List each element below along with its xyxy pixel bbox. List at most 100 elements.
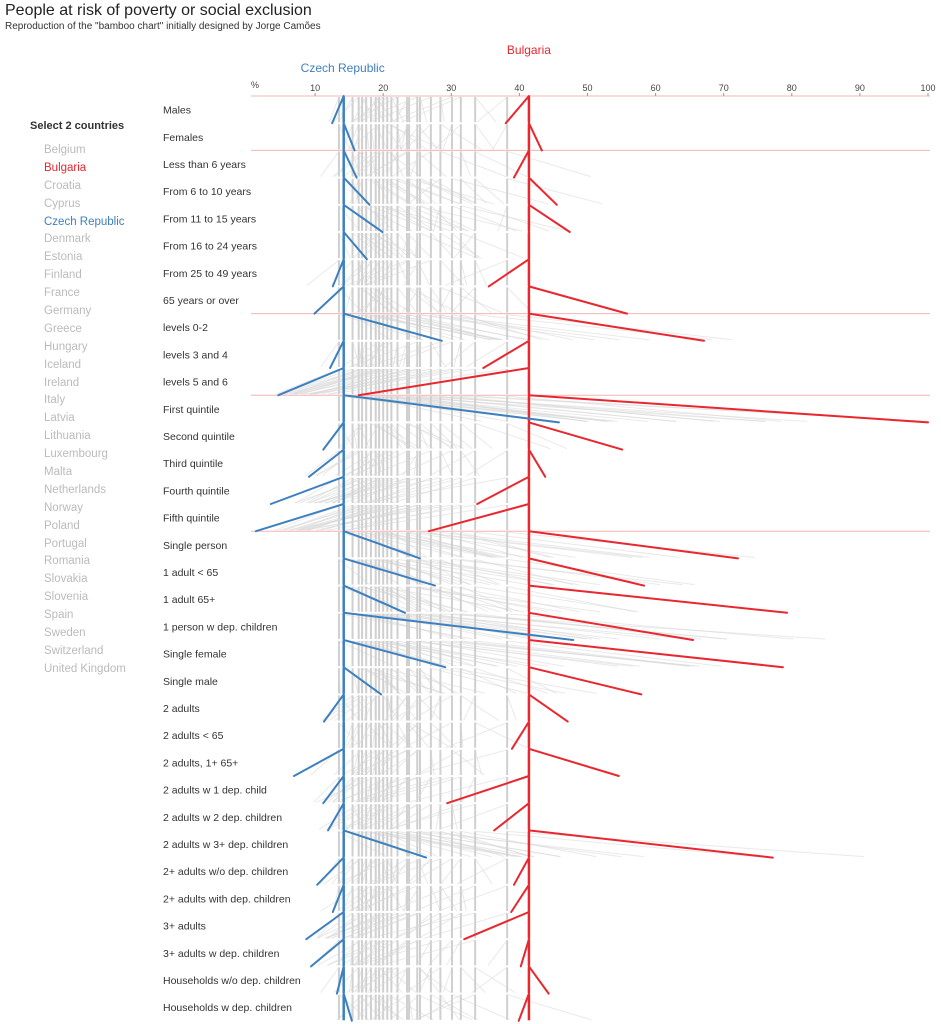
other-country-spoke bbox=[440, 994, 460, 1021]
other-country-spoke bbox=[279, 504, 367, 531]
other-country-spoke bbox=[338, 695, 360, 721]
country-option-poland[interactable]: Poland bbox=[44, 519, 80, 532]
other-country-spoke bbox=[367, 967, 377, 993]
other-country-spoke bbox=[507, 558, 695, 586]
country-option-sweden[interactable]: Sweden bbox=[44, 627, 86, 640]
other-country-spoke bbox=[352, 668, 359, 694]
other-country-spoke bbox=[377, 205, 392, 232]
other-country-spoke bbox=[497, 205, 508, 232]
other-country-spoke bbox=[411, 694, 453, 722]
other-country-spoke bbox=[403, 885, 421, 912]
other-country-spoke bbox=[373, 776, 380, 803]
country-selector-heading: Select 2 countries bbox=[30, 120, 125, 132]
country-option-belgium[interactable]: Belgium bbox=[44, 144, 86, 156]
bulgaria-value-spoke bbox=[427, 503, 530, 533]
other-country-spoke bbox=[404, 123, 432, 150]
bulgaria-value-spoke bbox=[512, 149, 530, 179]
other-country-spoke bbox=[340, 341, 380, 368]
row-label: First quintile bbox=[163, 404, 220, 416]
country-option-united-kingdom[interactable]: United Kingdom bbox=[44, 662, 126, 675]
country-option-malta[interactable]: Malta bbox=[44, 466, 73, 479]
other-country-spoke bbox=[352, 232, 380, 259]
other-country-spoke bbox=[357, 259, 372, 286]
country-option-portugal[interactable]: Portugal bbox=[44, 537, 87, 550]
country-option-romania[interactable]: Romania bbox=[44, 555, 91, 568]
other-country-spoke bbox=[474, 667, 548, 694]
country-option-netherlands[interactable]: Netherlands bbox=[44, 483, 107, 496]
other-country-spoke bbox=[396, 994, 399, 1020]
other-country-spoke bbox=[340, 259, 367, 286]
other-country-spoke bbox=[397, 422, 434, 450]
country-option-lithuania[interactable]: Lithuania bbox=[44, 430, 91, 443]
other-country-spoke bbox=[387, 803, 476, 830]
other-country-spoke bbox=[433, 205, 441, 232]
row-label: From 25 to 49 years bbox=[163, 268, 257, 280]
country-option-france[interactable]: France bbox=[44, 287, 80, 300]
country-option-estonia[interactable]: Estonia bbox=[44, 251, 83, 264]
other-country-spoke bbox=[451, 178, 549, 205]
country-option-finland[interactable]: Finland bbox=[44, 269, 82, 282]
bulgaria-value-spoke bbox=[527, 557, 646, 587]
other-country-spoke bbox=[383, 668, 388, 694]
country-option-switzerland[interactable]: Switzerland bbox=[44, 644, 104, 657]
country-option-slovakia[interactable]: Slovakia bbox=[44, 573, 88, 586]
country-option-spain[interactable]: Spain bbox=[44, 609, 74, 622]
other-country-spoke bbox=[345, 259, 408, 286]
other-country-spoke bbox=[381, 341, 453, 368]
country-option-italy[interactable]: Italy bbox=[44, 394, 66, 407]
country-option-slovenia[interactable]: Slovenia bbox=[44, 591, 89, 604]
czech-republic-value-spoke bbox=[269, 475, 345, 505]
other-country-spoke bbox=[474, 205, 550, 232]
other-country-spoke bbox=[471, 966, 508, 994]
other-country-spoke bbox=[389, 232, 392, 259]
other-country-spoke bbox=[338, 423, 355, 449]
other-country-spoke bbox=[320, 341, 340, 368]
country-option-germany[interactable]: Germany bbox=[44, 305, 92, 318]
other-country-spoke bbox=[350, 749, 410, 776]
country-option-cyprus[interactable]: Cyprus bbox=[44, 197, 81, 210]
country-option-croatia[interactable]: Croatia bbox=[44, 179, 82, 192]
bulgaria-value-spoke bbox=[527, 285, 628, 315]
other-country-spoke bbox=[322, 776, 363, 803]
country-option-denmark[interactable]: Denmark bbox=[44, 233, 91, 246]
czech-republic-value-spoke bbox=[313, 285, 345, 315]
other-country-spoke bbox=[351, 912, 418, 939]
country-option-czech-republic[interactable]: Czech Republic bbox=[44, 215, 125, 228]
other-country-spoke bbox=[507, 640, 722, 667]
country-option-bulgaria[interactable]: Bulgaria bbox=[44, 161, 87, 174]
other-country-spoke bbox=[418, 967, 432, 993]
other-country-spoke bbox=[342, 885, 380, 912]
other-country-spoke bbox=[507, 395, 782, 422]
other-country-spoke bbox=[320, 967, 340, 993]
country-option-greece[interactable]: Greece bbox=[44, 322, 82, 335]
country-option-latvia[interactable]: Latvia bbox=[44, 412, 75, 425]
other-country-spoke bbox=[357, 722, 372, 749]
other-country-spoke bbox=[435, 804, 441, 830]
other-country-spoke bbox=[362, 776, 453, 803]
other-country-spoke bbox=[439, 803, 508, 830]
other-country-spoke bbox=[367, 450, 380, 477]
country-option-ireland[interactable]: Ireland bbox=[44, 376, 80, 389]
other-country-spoke bbox=[338, 668, 341, 694]
other-country-spoke bbox=[379, 994, 392, 1021]
other-country-spoke bbox=[451, 586, 580, 613]
other-country-spoke bbox=[355, 286, 392, 314]
other-country-spoke bbox=[350, 450, 410, 477]
country-option-luxembourg[interactable]: Luxembourg bbox=[44, 448, 108, 461]
row-label: 2 adults w 3+ dep. children bbox=[163, 839, 288, 851]
row-label: From 11 to 15 years bbox=[163, 213, 256, 225]
other-country-spoke bbox=[353, 259, 384, 286]
country-option-iceland[interactable]: Iceland bbox=[44, 358, 82, 371]
other-country-spoke bbox=[327, 939, 388, 966]
country-option-hungary[interactable]: Hungary bbox=[44, 340, 88, 353]
country-option-norway[interactable]: Norway bbox=[44, 501, 83, 514]
other-country-spoke bbox=[409, 151, 421, 177]
other-country-spoke bbox=[506, 422, 568, 450]
other-country-spoke bbox=[406, 667, 459, 694]
other-country-spoke bbox=[408, 994, 413, 1020]
other-country-spoke bbox=[419, 232, 478, 259]
country-list: Belgium Bulgaria Croatia Cyprus Czech Republ… bbox=[44, 142, 126, 679]
other-country-spoke bbox=[344, 803, 380, 830]
other-country-spoke bbox=[368, 858, 408, 885]
